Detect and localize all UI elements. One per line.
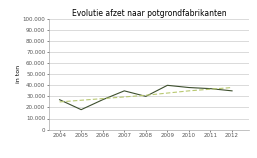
- Y-axis label: in ton: in ton: [16, 65, 21, 83]
- Title: Evolutie afzet naar potgrondfabrikanten: Evolutie afzet naar potgrondfabrikanten: [72, 9, 226, 18]
